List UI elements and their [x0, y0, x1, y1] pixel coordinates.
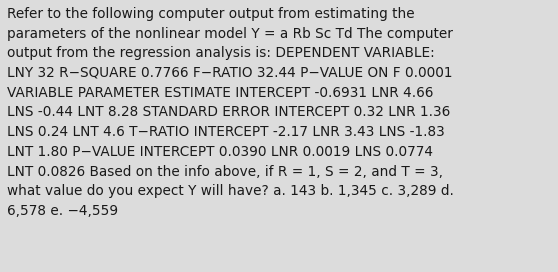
Text: Refer to the following computer output from estimating the
parameters of the non: Refer to the following computer output f… [7, 7, 454, 218]
